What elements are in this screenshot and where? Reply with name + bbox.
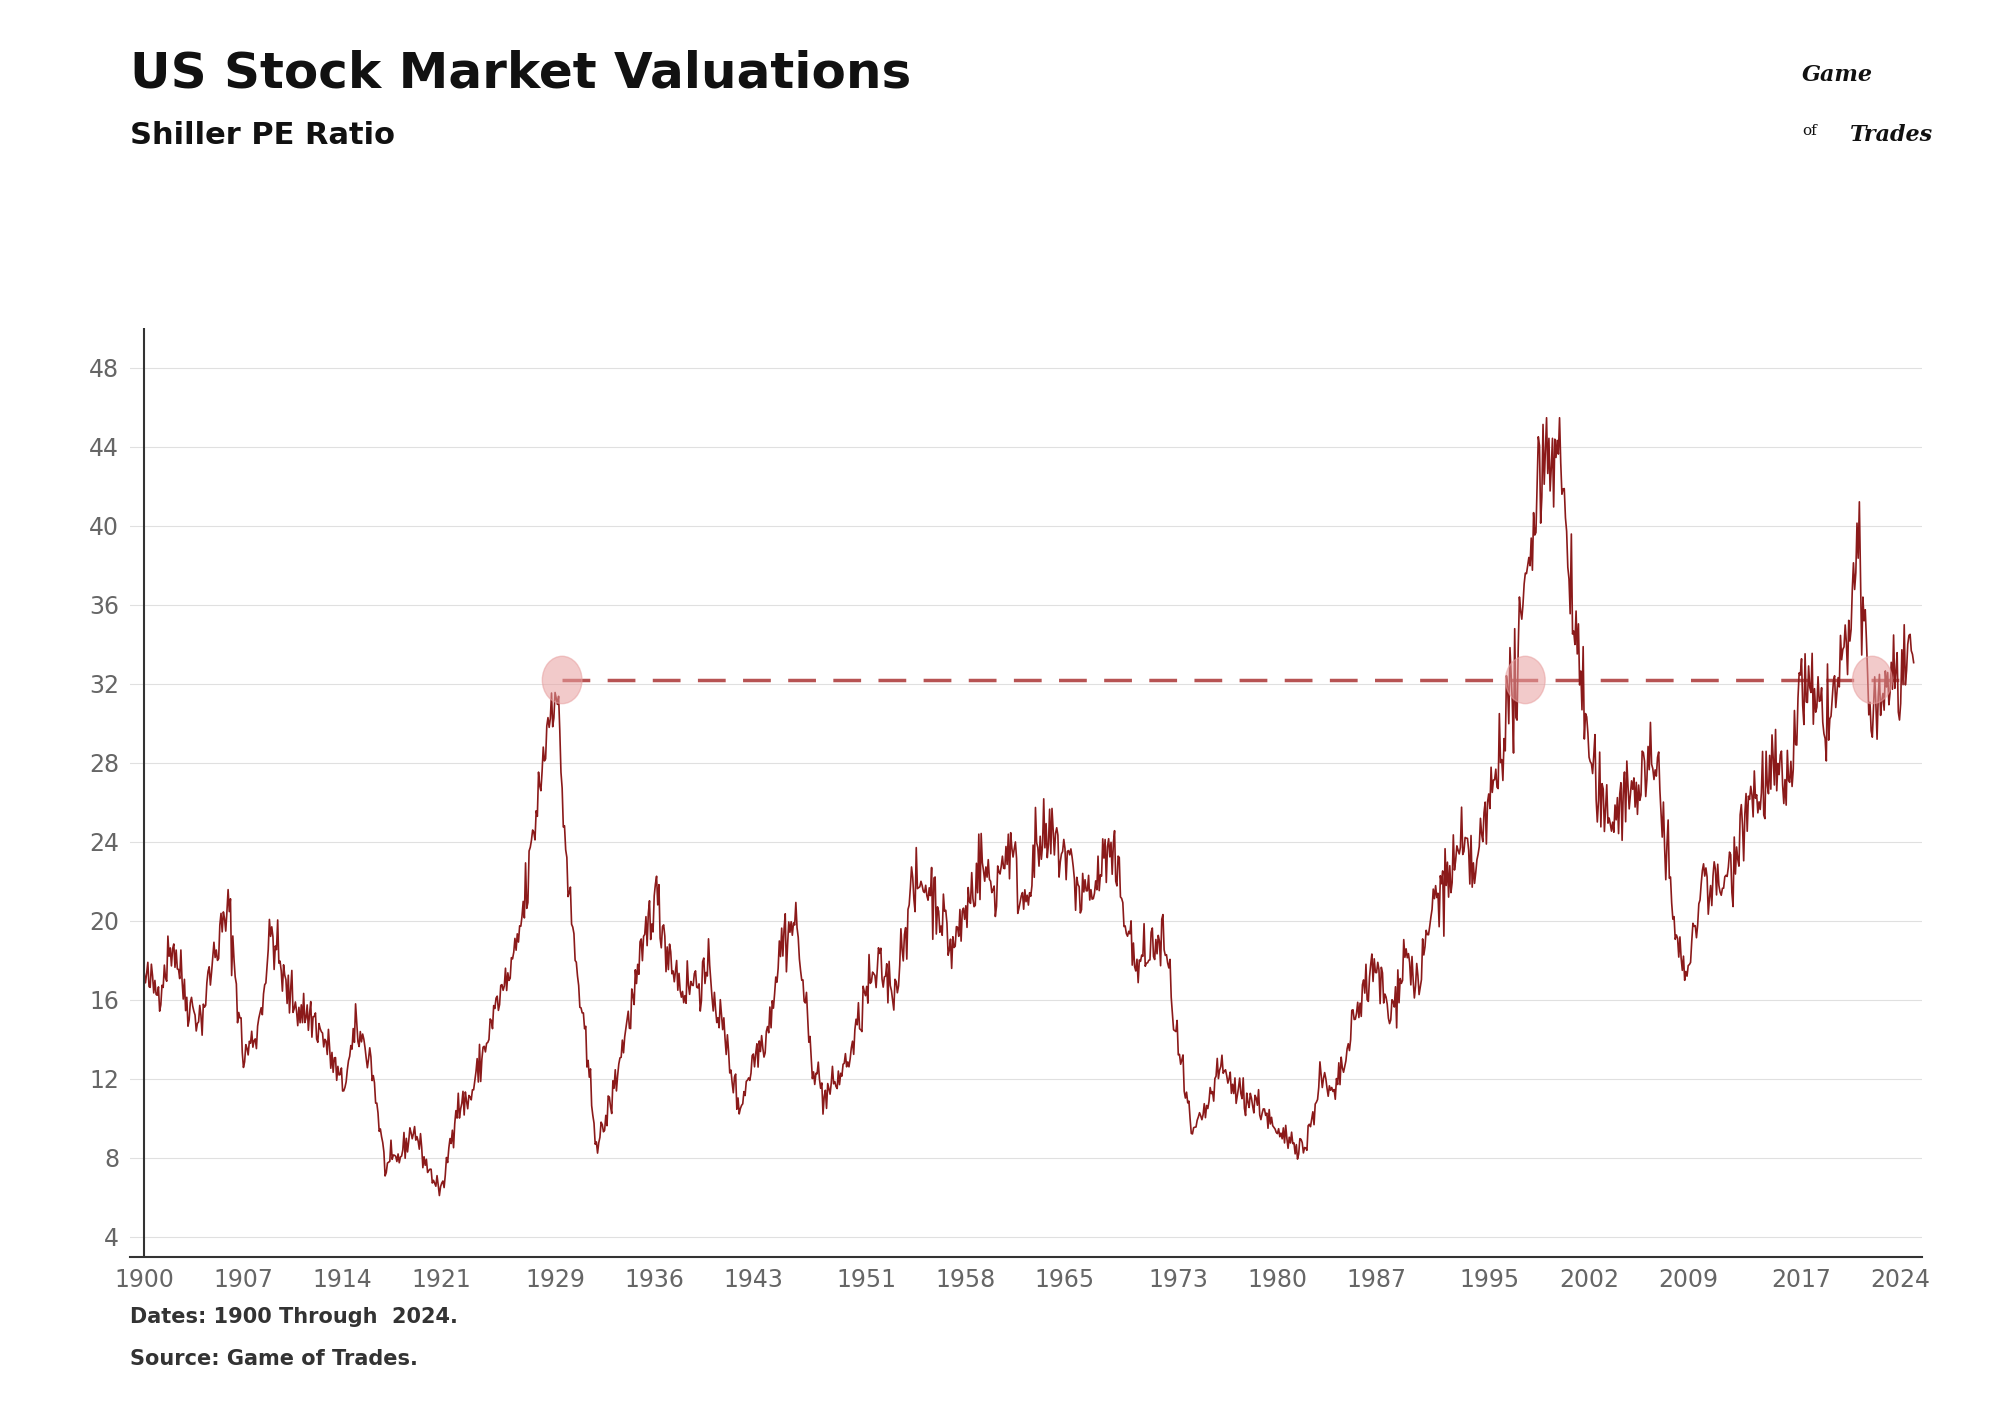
Text: of: of	[1802, 124, 1816, 139]
Ellipse shape	[543, 657, 583, 704]
Text: Game: Game	[1802, 64, 1872, 86]
Ellipse shape	[1852, 657, 1892, 704]
Text: US Stock Market Valuations: US Stock Market Valuations	[130, 50, 911, 99]
Text: Shiller PE Ratio: Shiller PE Ratio	[130, 121, 394, 150]
Text: Source: Game of Trades.: Source: Game of Trades.	[130, 1349, 418, 1369]
Text: Dates: 1900 Through  2024.: Dates: 1900 Through 2024.	[130, 1307, 458, 1327]
Text: Trades: Trades	[1850, 124, 1934, 146]
Ellipse shape	[1506, 657, 1546, 704]
